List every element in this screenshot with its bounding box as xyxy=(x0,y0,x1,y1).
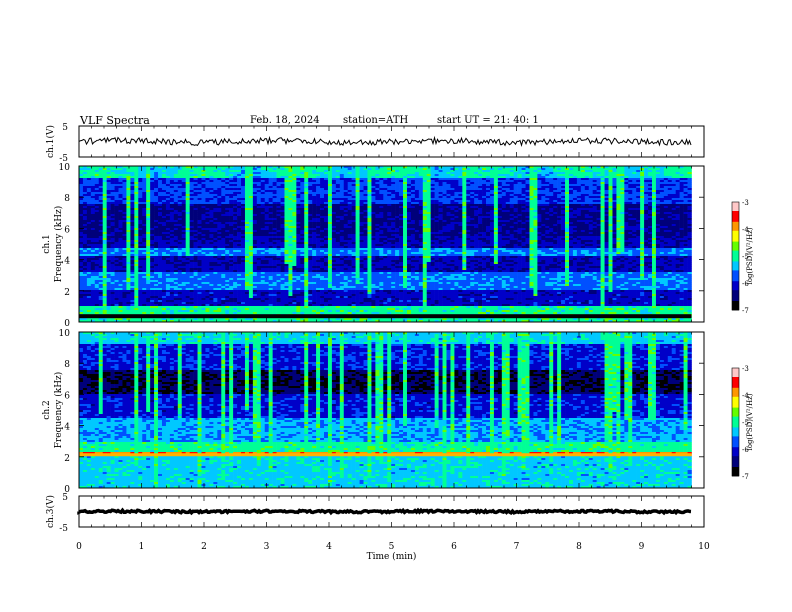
y-tick-label: -5 xyxy=(59,524,68,534)
ch1-band-low xyxy=(79,314,692,319)
x-tick-label: 1 xyxy=(139,542,145,552)
y-tick-label: 5 xyxy=(62,123,68,133)
y-tick-label: 4 xyxy=(64,423,70,433)
y-axis-label: ch.1 xyxy=(42,234,52,253)
y-tick-label: 10 xyxy=(59,329,71,339)
y-axis-label: Frequency (kHz) xyxy=(53,372,64,449)
start-ut-label: start UT = 21: 40: 1 xyxy=(437,115,539,126)
x-axis-label: Time (min) xyxy=(367,551,417,562)
x-tick-label: 3 xyxy=(264,542,270,552)
colorbar-tick-label: -7 xyxy=(742,473,749,481)
ch1-colorbar xyxy=(731,201,740,311)
x-tick-label: 4 xyxy=(326,542,332,552)
y-tick-label: 0 xyxy=(64,319,70,329)
ch2-spectrogram-image xyxy=(79,332,692,489)
colorbar-tick-label: -3 xyxy=(742,365,749,373)
ch2-band-2khz xyxy=(79,453,692,457)
y-axis-label: ch.2 xyxy=(42,400,52,419)
x-tick-label: 8 xyxy=(576,542,582,552)
y-axis-label: ch.3(V) xyxy=(45,495,56,528)
station-label: station=ATH xyxy=(343,115,408,126)
colorbar-tick-label: -6 xyxy=(742,280,749,288)
y-axis-label: Frequency (kHz) xyxy=(53,206,64,283)
x-tick-label: 0 xyxy=(76,542,82,552)
y-tick-label: 10 xyxy=(59,163,71,173)
y-tick-label: 0 xyxy=(64,485,70,495)
y-tick-label: 6 xyxy=(64,225,70,235)
x-tick-label: 7 xyxy=(514,542,520,552)
colorbar-tick-label: -5 xyxy=(742,253,749,261)
ch3-waveform-trace xyxy=(77,507,692,516)
chart-title: VLF Spectra xyxy=(80,114,150,127)
y-tick-label: 6 xyxy=(64,391,70,401)
y-axis-label: ch.1(V) xyxy=(45,125,56,158)
colorbar-tick-label: -7 xyxy=(742,307,749,315)
ch2-colorbar xyxy=(731,367,740,477)
x-tick-label: 5 xyxy=(389,542,395,552)
colorbar-tick-label: -4 xyxy=(742,392,749,400)
x-tick-label: 9 xyxy=(639,542,645,552)
colorbar-tick-label: -3 xyxy=(742,199,749,207)
colorbar-label: log(PSD)(V²/Hz) xyxy=(746,393,754,450)
x-tick-label: 10 xyxy=(698,542,710,552)
x-tick-label: 6 xyxy=(451,542,457,552)
colorbar-label: log(PSD)(V²/Hz) xyxy=(746,227,754,284)
y-tick-label: 4 xyxy=(64,257,70,267)
colorbar-tick-label: -5 xyxy=(742,419,749,427)
y-tick-label: 8 xyxy=(64,360,70,370)
ch1-spectrogram-image xyxy=(79,166,692,323)
y-tick-label: 2 xyxy=(64,454,70,464)
y-tick-label: 5 xyxy=(62,493,68,503)
colorbar-tick-label: -4 xyxy=(742,226,749,234)
date-label: Feb. 18, 2024 xyxy=(250,115,320,126)
y-tick-label: -5 xyxy=(59,154,68,164)
colorbar-tick-label: -6 xyxy=(742,446,749,454)
ch1-waveform-trace xyxy=(78,135,692,147)
x-tick-label: 2 xyxy=(201,542,207,552)
y-tick-label: 2 xyxy=(64,288,70,298)
y-tick-label: 8 xyxy=(64,194,70,204)
